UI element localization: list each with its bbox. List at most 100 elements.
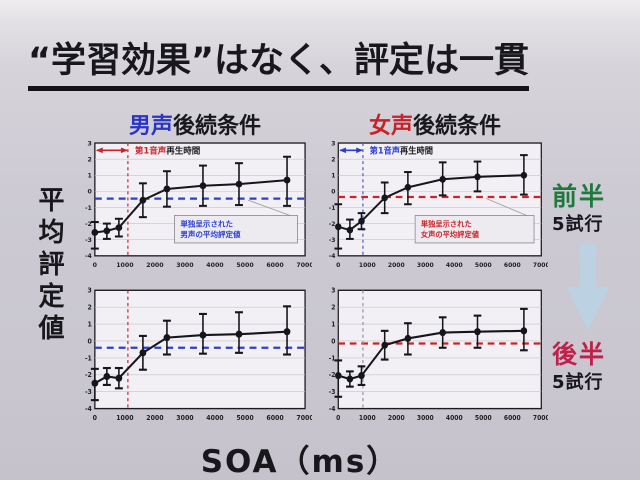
y-tick-label: 0 (88, 337, 93, 345)
y-tick-label: 3 (331, 140, 335, 147)
data-point (91, 229, 99, 236)
data-point (520, 327, 528, 335)
x-tick-label: 3000 (176, 414, 194, 422)
data-point (283, 328, 291, 336)
column-header-female-condition: 女声後続条件 (322, 108, 548, 140)
y-tick-label: -1 (329, 205, 336, 212)
y-tick-label: -2 (329, 221, 336, 228)
second-half-block: 後半 5試行 (552, 341, 638, 394)
data-point (235, 180, 243, 188)
data-series (334, 307, 528, 398)
chart-male-second-half: 3 2 1 0 -1 -2 -3 -4 0 1000 2000 3000 4000 5000 6000 700… (78, 285, 312, 435)
data-point (91, 379, 99, 387)
y-tick-label: -3 (85, 237, 92, 244)
y-tick-label: 2 (88, 303, 92, 311)
y-tick-label: -4 (85, 253, 93, 260)
down-arrow-shape (566, 243, 610, 330)
data-point (163, 185, 171, 193)
x-tick-label: 5000 (236, 414, 254, 422)
data-series (90, 155, 292, 250)
chart-female-second-half: 3 2 1 0 -1 -2 -3 -4 0 1000 2000 3000 4000 5000 6000 700… (322, 285, 548, 435)
legend-arrowhead-left (95, 147, 103, 154)
data-point (520, 171, 528, 179)
y-axis-label: 平均評定値 (34, 186, 64, 346)
female-voice-label: 女声 (368, 114, 413, 139)
y-tick-label: -1 (329, 355, 336, 362)
data-point (346, 226, 354, 234)
x-tick-label: 0 (93, 414, 98, 422)
x-tick-label: 5000 (475, 262, 492, 269)
x-tick-label: 2000 (388, 262, 405, 269)
y-tick-label: -1 (85, 205, 92, 212)
y-tick-label: -1 (85, 354, 92, 362)
data-point (439, 328, 446, 337)
x-tick-label: 6000 (266, 414, 284, 422)
x-tick-label: 0 (93, 262, 98, 269)
x-tick-label: 7000 (533, 262, 548, 269)
x-tick-label: 3000 (417, 415, 434, 422)
data-point (115, 374, 123, 382)
data-point (283, 176, 291, 184)
data-point (358, 372, 365, 380)
callout-line (247, 199, 291, 216)
y-tick-label: 1 (331, 321, 335, 328)
x-tick-label: 4000 (206, 414, 224, 422)
second-half-trials-label: 5試行 (552, 372, 604, 394)
data-point (381, 341, 388, 349)
data-point (199, 331, 207, 339)
legend-label: 第1音声再生時間 (370, 145, 433, 155)
data-point (235, 330, 243, 338)
x-tick-label: 3000 (417, 262, 434, 269)
data-point (103, 227, 111, 235)
x-tick-label: 6000 (504, 415, 521, 422)
x-tick-label: 3000 (176, 262, 194, 269)
y-tick-label: 1 (88, 173, 92, 180)
x-tick-label: 7000 (296, 414, 312, 422)
data-point (404, 334, 412, 343)
x-tick-label: 2000 (146, 414, 164, 422)
y-tick-label: 2 (331, 304, 335, 311)
legend-label: 第1音声再生時間 (135, 144, 201, 156)
x-tick-label: 1000 (359, 262, 376, 269)
data-point (358, 217, 365, 225)
subsequent-condition-label: 後続条件 (173, 114, 262, 139)
data-point (474, 328, 481, 336)
x-tick-label: 7000 (296, 262, 312, 269)
x-tick-label: 2000 (388, 415, 405, 422)
legend-arrowhead-left (339, 147, 346, 154)
y-tick-label: 3 (88, 140, 92, 147)
y-tick-label: -2 (85, 371, 92, 379)
plot-area (337, 289, 542, 410)
data-point (103, 372, 111, 381)
chart-male-first-half: 3 2 1 0 -1 -2 -3 -4 0 1000 2000 3000 4000 5000 6000 700… (78, 138, 312, 281)
slide-title: “学習効果”はなく、評定は一貫 (28, 32, 530, 91)
callout-line (486, 198, 527, 216)
data-series (90, 305, 292, 402)
x-tick-label: 5000 (475, 415, 492, 422)
subsequent-condition-label: 後続条件 (413, 114, 502, 139)
y-tick-label: 0 (331, 189, 336, 196)
y-tick-label: -2 (85, 221, 92, 228)
x-tick-label: 0 (336, 262, 341, 269)
x-tick-label: 4000 (446, 415, 463, 422)
y-tick-label: -4 (85, 405, 92, 413)
down-arrow-icon (566, 243, 610, 330)
x-tick-label: 1000 (116, 414, 134, 422)
y-tick-label: -4 (329, 406, 336, 413)
data-point (115, 224, 123, 232)
y-tick-label: -3 (85, 388, 92, 396)
y-tick-label: 2 (88, 156, 92, 163)
x-tick-label: 6000 (266, 262, 284, 269)
annotation-line2: 男声の平均評定値 (180, 229, 241, 239)
male-voice-label: 男声 (128, 114, 173, 139)
legend-arrowhead-right (120, 147, 128, 154)
first-half-label: 前半 (552, 182, 607, 211)
data-point (346, 375, 354, 383)
plot-area (94, 289, 306, 410)
x-tick-label: 1000 (116, 262, 134, 269)
x-tick-label: 0 (336, 415, 341, 422)
